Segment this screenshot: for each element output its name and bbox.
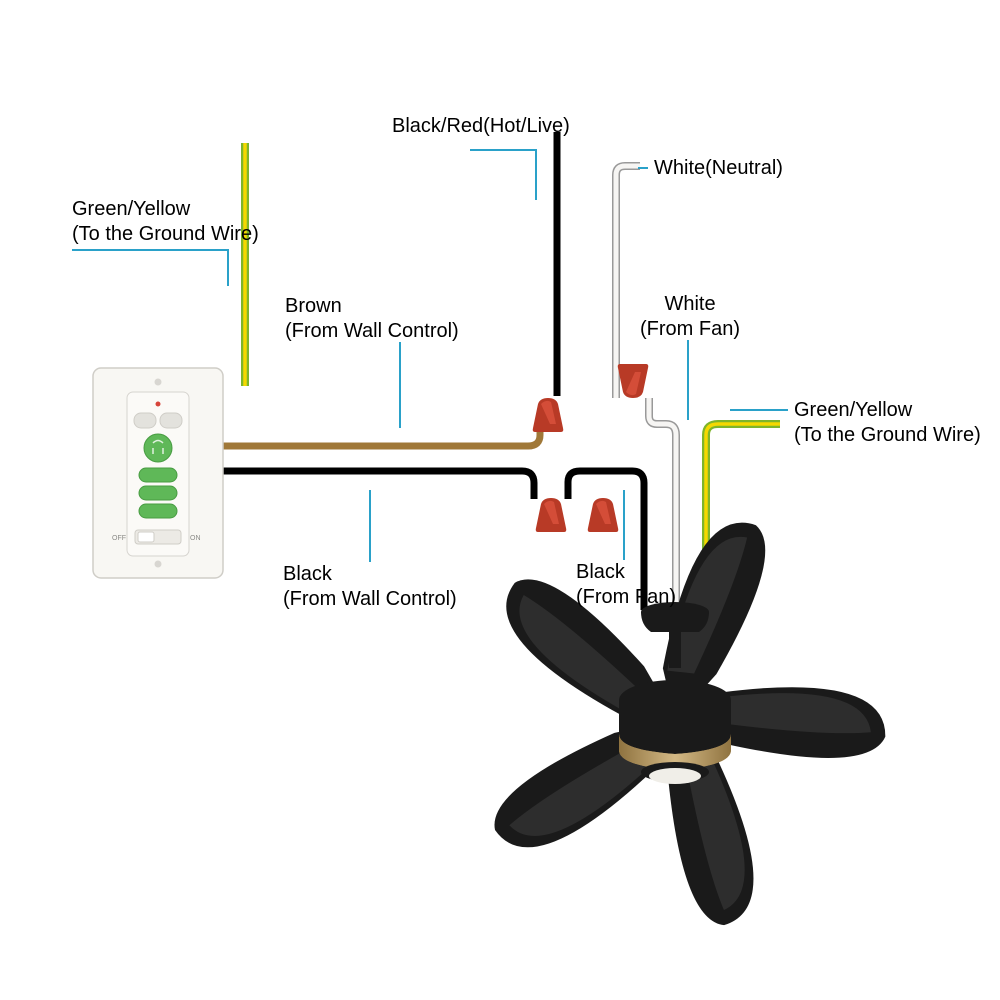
wiring-diagram: OFF ON <box>0 0 1000 1000</box>
label-ground-right: Green/Yellow (To the Ground Wire) <box>794 398 981 448</box>
on-label: ON <box>190 535 201 542</box>
wire-nut-hot <box>533 398 564 432</box>
label-black-wall: Black (From Wall Control) <box>283 562 457 612</box>
ceiling-fan <box>479 508 891 930</box>
wire-nut-black2 <box>588 498 619 532</box>
off-label: OFF <box>112 535 126 542</box>
wire-nut-neutral <box>618 364 649 398</box>
label-hot-live: Black/Red(Hot/Live) <box>392 114 570 139</box>
label-ground-left: Green/Yellow (To the Ground Wire) <box>72 197 259 247</box>
label-black-fan: Black (From Fan) <box>576 560 676 610</box>
brown-wire <box>200 424 540 446</box>
wall-switch: OFF ON <box>93 368 223 578</box>
white-neutral-wire <box>616 166 640 398</box>
label-white-neutral: White(Neutral) <box>654 156 783 181</box>
label-white-fan: White (From Fan) <box>640 292 740 342</box>
black-wire-wall <box>200 471 534 499</box>
wire-nut-black1 <box>536 498 567 532</box>
label-brown: Brown (From Wall Control) <box>285 294 459 344</box>
